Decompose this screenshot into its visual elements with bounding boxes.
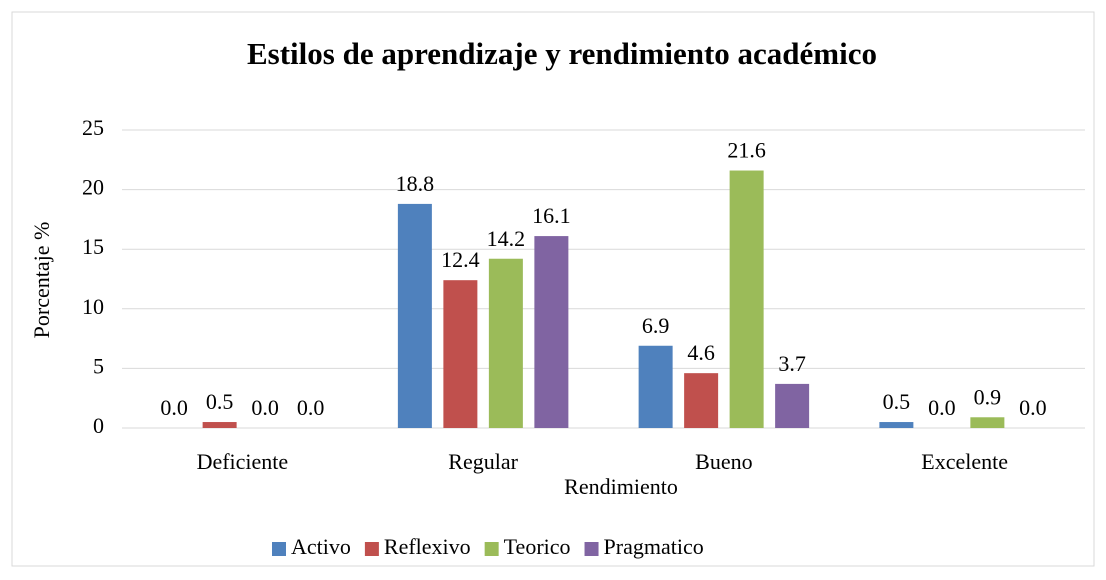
legend-swatch (364, 542, 379, 556)
legend-label: Pragmatico (604, 534, 704, 559)
y-axis-label: Porcentaje % (29, 222, 54, 339)
legend-swatch (484, 542, 499, 556)
value-label: 0.9 (974, 384, 1002, 409)
legend-label: Activo (291, 534, 351, 559)
bar (534, 236, 569, 428)
value-label: 0.5 (206, 389, 234, 414)
value-label: 3.7 (778, 351, 806, 376)
value-label: 0.0 (1019, 395, 1047, 420)
value-label: 0.5 (883, 389, 911, 414)
bar (775, 383, 810, 428)
value-label: 16.1 (532, 203, 571, 228)
y-tick-label: 0 (93, 413, 104, 438)
value-label: 0.0 (160, 395, 188, 420)
bar (488, 258, 523, 428)
y-tick-label: 25 (82, 115, 104, 140)
y-tick-label: 5 (93, 353, 104, 378)
x-tick-label: Bueno (695, 449, 752, 474)
y-tick-label: 10 (82, 294, 104, 319)
value-label: 0.0 (251, 395, 279, 420)
bar (638, 345, 673, 428)
legend-swatch (272, 542, 286, 556)
legend-label: Reflexivo (384, 534, 471, 559)
value-label: 14.2 (487, 226, 526, 251)
bar (684, 373, 719, 428)
x-axis-label: Rendimiento (564, 474, 678, 499)
legend-label: Teorico (504, 534, 571, 559)
value-label: 0.0 (297, 395, 325, 420)
bar (443, 280, 478, 428)
bar (729, 170, 764, 428)
value-label: 0.0 (928, 395, 956, 420)
bar (970, 417, 1005, 428)
legend-swatch (584, 542, 599, 556)
value-label: 21.6 (727, 138, 766, 163)
value-label: 18.8 (396, 171, 435, 196)
bar (397, 203, 432, 428)
value-label: 6.9 (642, 313, 670, 338)
chart-title: Estilos de aprendizaje y rendimiento aca… (247, 36, 877, 71)
x-tick-label: Regular (448, 449, 518, 474)
y-tick-label: 20 (82, 175, 104, 200)
y-tick-label: 15 (82, 234, 104, 259)
x-tick-label: Excelente (921, 449, 1008, 474)
x-tick-label: Deficiente (197, 449, 289, 474)
value-label: 4.6 (687, 340, 715, 365)
bar (202, 422, 237, 428)
bar (879, 422, 914, 428)
value-label: 12.4 (441, 247, 480, 272)
